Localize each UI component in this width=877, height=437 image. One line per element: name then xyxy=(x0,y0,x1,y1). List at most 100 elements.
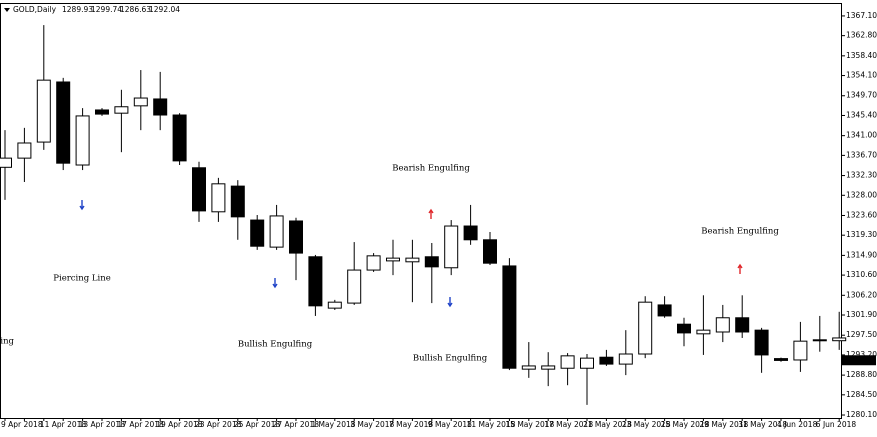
x-tick-label: 19 Apr 2018 xyxy=(156,420,203,429)
ohlc-open: 1289.93 xyxy=(62,5,93,14)
ohlc-low: 1286.63 xyxy=(120,5,151,14)
x-tick-label: 3 May 2018 xyxy=(350,420,394,429)
candle-body xyxy=(735,317,750,333)
candle-body xyxy=(657,304,672,317)
pattern-arrows xyxy=(79,200,743,308)
candle-body xyxy=(133,97,148,107)
candle-body xyxy=(211,183,226,213)
arrow-down xyxy=(737,263,743,274)
candle-body xyxy=(36,79,51,143)
y-tick-label: 1284.50 xyxy=(846,390,877,399)
x-tick-label: 6 Jun 2018 xyxy=(816,420,857,429)
candle-body xyxy=(347,269,362,304)
y-tick-label: 1358.40 xyxy=(846,51,877,60)
x-tick-label: 25 Apr 2018 xyxy=(234,420,281,429)
price-tag xyxy=(842,355,876,366)
y-tick-label: 1323.60 xyxy=(846,210,877,219)
candle-body xyxy=(560,355,575,369)
x-tick-label: 15 May 2018 xyxy=(505,420,554,429)
candle-body xyxy=(192,167,206,212)
candle-body xyxy=(424,256,439,268)
candle-body xyxy=(95,109,109,115)
candle-body xyxy=(812,339,827,342)
candle-body xyxy=(618,353,633,365)
x-tick-label: 9 Apr 2018 xyxy=(1,420,43,429)
pattern-label: Bullish Engulfing xyxy=(413,354,488,364)
y-tick-label: 1345.40 xyxy=(846,110,877,119)
y-tick-label: 1362.80 xyxy=(846,31,877,40)
candle-body xyxy=(153,98,168,116)
x-tick-label: 25 May 2018 xyxy=(661,420,710,429)
y-tick-label: 1319.30 xyxy=(846,230,877,239)
candle-body xyxy=(483,239,497,264)
price-tag-label: 1292.04 xyxy=(845,355,876,364)
symbol: GOLD,Daily xyxy=(13,5,57,14)
candle-body xyxy=(677,323,691,334)
x-tick-label: 29 May 2018 xyxy=(699,420,748,429)
y-tick-label: 1288.80 xyxy=(846,370,877,379)
candle-body xyxy=(405,257,420,263)
y-tick-label: 1314.90 xyxy=(846,250,877,259)
y-tick-label: 1293.20 xyxy=(846,350,877,359)
x-tick-label: 17 Apr 2018 xyxy=(117,420,164,429)
pattern-label: Piercing Line xyxy=(53,274,111,284)
candle-body xyxy=(17,142,32,159)
arrow-up xyxy=(272,278,278,289)
pattern-label: Bullish Engulfing xyxy=(238,340,313,350)
candle-body xyxy=(715,317,730,333)
candle-body xyxy=(463,225,478,241)
candle-body xyxy=(521,365,536,370)
y-tick-label: 1301.90 xyxy=(846,310,877,319)
arrow-down xyxy=(428,208,434,219)
y-tick-label: 1310.60 xyxy=(846,270,877,279)
x-tick-label: 27 Apr 2018 xyxy=(273,420,320,429)
y-tick-label: 1367.10 xyxy=(846,11,877,20)
candle-body xyxy=(580,357,594,369)
candle-body xyxy=(444,225,459,269)
arrow-up xyxy=(447,297,453,308)
y-tick-label: 1349.70 xyxy=(846,91,877,100)
candle-body xyxy=(75,115,90,166)
x-tick-label: 13 Apr 2018 xyxy=(79,420,126,429)
candle-body xyxy=(308,256,323,307)
x-tick-label: 9 May 2018 xyxy=(428,420,472,429)
candle-body xyxy=(327,301,342,309)
y-tick-label: 1354.10 xyxy=(846,71,877,80)
x-tick-label: 1 May 2018 xyxy=(311,420,355,429)
candle-body xyxy=(56,81,71,164)
candle-body xyxy=(754,329,769,356)
candle-body xyxy=(0,157,12,168)
y-tick-label: 1332.30 xyxy=(846,171,877,180)
x-tick-label: 17 May 2018 xyxy=(544,420,593,429)
candle-body xyxy=(269,215,284,248)
candle-body xyxy=(599,356,614,365)
ohlc-close: 1292.04 xyxy=(149,5,180,14)
x-tick-label: 21 May 2018 xyxy=(583,420,632,429)
pattern-label: Bearish Engulfing xyxy=(701,227,779,237)
x-tick-label: 4 Jun 2018 xyxy=(777,420,818,429)
y-tick-label: 1336.70 xyxy=(846,150,877,159)
ohlc-high: 1299.74 xyxy=(91,5,122,14)
plot-frame xyxy=(0,3,842,419)
pattern-label: Bearish Engulfing xyxy=(392,164,470,174)
x-tick-label: 31 May 2018 xyxy=(738,420,787,429)
candle-body xyxy=(832,337,847,342)
y-tick-label: 1328.00 xyxy=(846,190,877,199)
y-tick-label: 1297.50 xyxy=(846,330,877,339)
candle-body xyxy=(638,301,653,355)
candle-body xyxy=(774,358,788,361)
candle-body xyxy=(366,255,381,271)
candle-body xyxy=(250,219,265,247)
pattern-label: ing xyxy=(0,337,14,347)
arrow-up xyxy=(79,200,85,211)
candle-body xyxy=(386,257,400,262)
y-tick-label: 1280.10 xyxy=(846,410,877,419)
menu-triangle[interactable] xyxy=(4,8,10,12)
candle-body xyxy=(172,114,187,162)
candle-body xyxy=(502,265,517,369)
x-tick-label: 23 Apr 2018 xyxy=(195,420,242,429)
y-tick-label: 1341.00 xyxy=(846,131,877,140)
y-tick-label: 1306.20 xyxy=(846,290,877,299)
